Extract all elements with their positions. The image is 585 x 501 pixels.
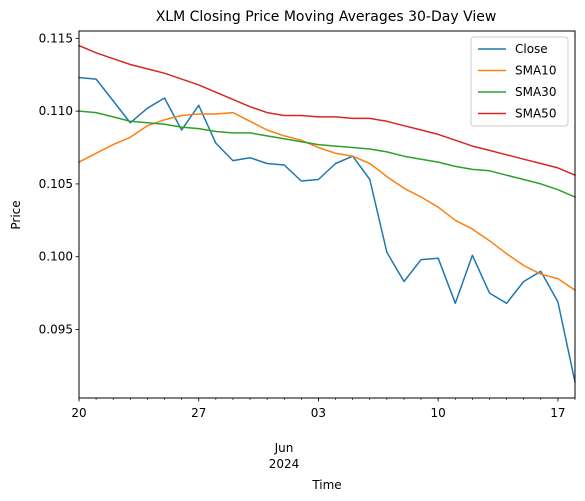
y-tick-label: 0.110 <box>39 104 73 118</box>
x-axis-month-label: Jun <box>274 441 294 455</box>
y-tick-label: 0.095 <box>39 323 73 337</box>
y-tick-label: 0.105 <box>39 177 73 191</box>
x-tick-label: 20 <box>71 406 86 420</box>
plot-frame <box>78 30 576 399</box>
x-axis-year-label: 2024 <box>269 457 300 471</box>
series-line-sma30 <box>78 110 576 198</box>
axes-layer: 0.095 0.100 0.105 0.110 0.115 20 27 03 10 17 <box>39 31 576 420</box>
y-tick-label: 0.100 <box>39 250 73 264</box>
series-line-close <box>78 76 576 383</box>
x-axis-title: Time <box>311 478 341 492</box>
legend-label-sma10: SMA10 <box>515 64 556 78</box>
x-tick-label: 03 <box>311 406 326 420</box>
series-line-sma50 <box>78 44 576 177</box>
y-tick-label: 0.115 <box>39 31 73 45</box>
x-tick-label: 27 <box>191 406 206 420</box>
legend-label-sma30: SMA30 <box>515 85 556 99</box>
x-tick-label: 10 <box>431 406 446 420</box>
chart-title: XLM Closing Price Moving Averages 30-Day… <box>156 9 497 25</box>
legend-label-sma50: SMA50 <box>515 107 556 121</box>
series-layer <box>77 44 577 383</box>
x-tick-label: 17 <box>550 406 565 420</box>
legend-frame <box>470 36 569 127</box>
series-line-sma10 <box>77 111 577 292</box>
legend: Close SMA10 SMA30 SMA50 <box>470 36 569 127</box>
legend-label-close: Close <box>515 42 548 56</box>
y-axis-title: Price <box>9 200 23 229</box>
